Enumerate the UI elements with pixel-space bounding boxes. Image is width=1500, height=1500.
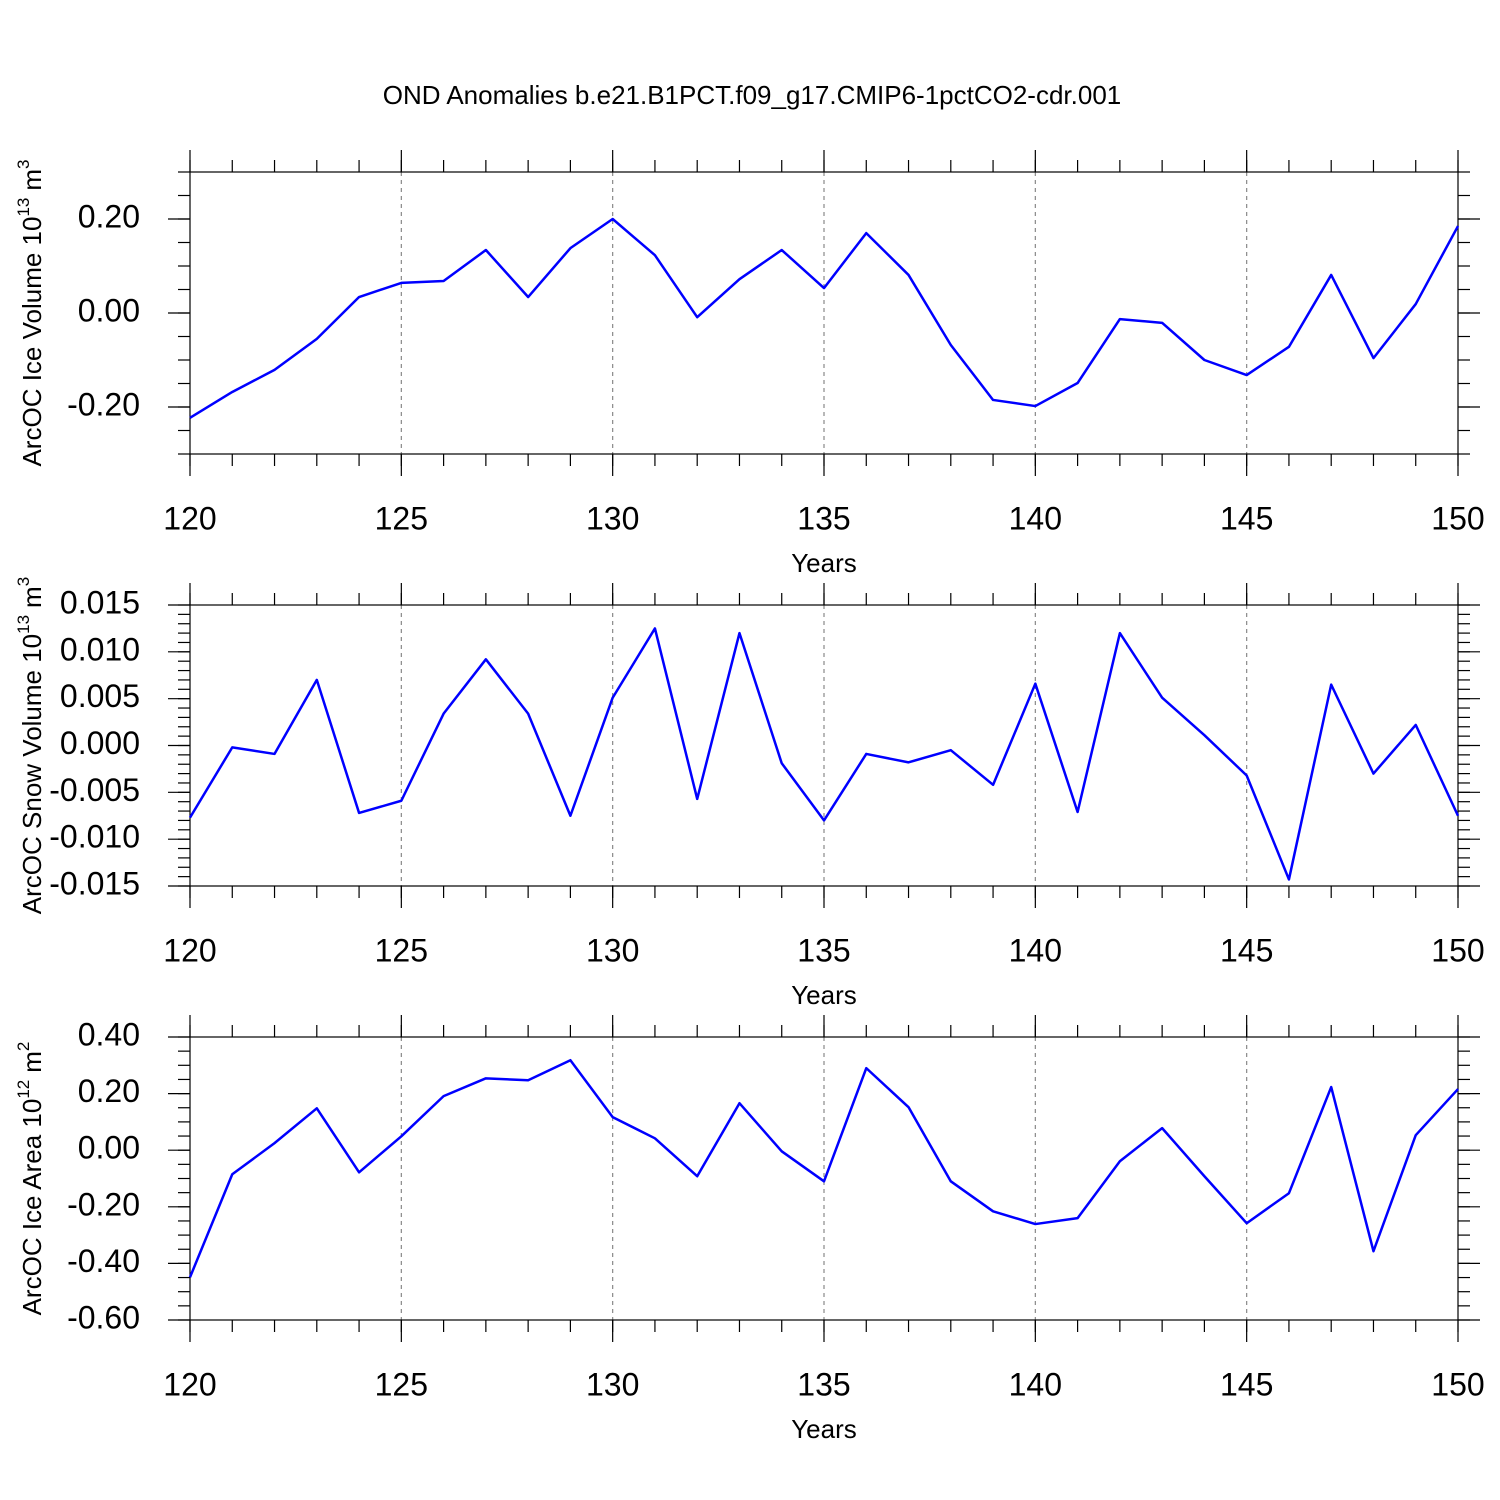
x-tick-label: 145 <box>1220 1366 1273 1402</box>
data-line <box>188 627 1460 881</box>
x-tick-label: 125 <box>375 932 428 968</box>
data-line <box>188 1058 1459 1278</box>
y-tick-label: -0.015 <box>49 865 140 901</box>
x-tick-label: 120 <box>163 500 216 536</box>
x-tick-label: 125 <box>375 500 428 536</box>
y-axis-label-superscript: 13 <box>14 198 33 217</box>
y-tick-label: -0.005 <box>49 772 140 808</box>
y-tick-label: 0.015 <box>60 584 140 620</box>
y-tick-label: -0.20 <box>67 1186 140 1222</box>
x-tick-label: 140 <box>1009 932 1062 968</box>
figure-title: OND Anomalies b.e21.B1PCT.f09_g17.CMIP6-… <box>383 80 1122 110</box>
y-tick-label: -0.20 <box>67 386 140 422</box>
x-tick-label: 135 <box>797 500 850 536</box>
x-tick-label: 125 <box>375 1366 428 1402</box>
x-tick-label: 150 <box>1431 500 1484 536</box>
x-tick-label: 140 <box>1009 1366 1062 1402</box>
y-axis-label-part: ArcOC Ice Area 10 <box>17 1099 47 1316</box>
y-axis-label: ArcOC Ice Area 1012 m2 <box>14 1042 47 1316</box>
x-axis-label: Years <box>791 1414 857 1444</box>
x-tick-label: 140 <box>1009 500 1062 536</box>
x-tick-label: 120 <box>163 932 216 968</box>
x-tick-label: 150 <box>1431 1366 1484 1402</box>
y-axis-label-superscript: 13 <box>14 615 33 634</box>
y-axis-label-part: ArcOC Ice Volume 10 <box>17 217 47 467</box>
x-tick-label: 145 <box>1220 932 1273 968</box>
x-tick-label: 135 <box>797 1366 850 1402</box>
y-tick-label: -0.40 <box>67 1243 140 1279</box>
y-tick-label: -0.010 <box>49 819 140 855</box>
y-tick-label: -0.60 <box>67 1299 140 1335</box>
x-axis-label: Years <box>791 980 857 1010</box>
y-tick-label: 0.005 <box>60 678 140 714</box>
y-axis-label-part: m <box>17 169 47 191</box>
y-tick-label: 0.000 <box>60 725 140 761</box>
y-axis-label-superscript: 2 <box>14 1042 33 1051</box>
y-axis-label-part: m <box>17 586 47 608</box>
y-axis-label-superscript: 3 <box>14 577 33 586</box>
x-tick-label: 150 <box>1431 932 1484 968</box>
y-axis-label-superscript: 12 <box>14 1080 33 1099</box>
y-axis-label: ArcOC Ice Volume 1013 m3 <box>14 159 47 466</box>
data-line <box>189 217 1460 419</box>
x-tick-label: 145 <box>1220 500 1273 536</box>
x-tick-label: 120 <box>163 1366 216 1402</box>
y-tick-label: 0.010 <box>60 631 140 667</box>
x-tick-label: 130 <box>586 500 639 536</box>
y-tick-label: 0.20 <box>78 198 140 234</box>
y-tick-label: 0.00 <box>78 1130 140 1166</box>
y-axis-label-superscript: 3 <box>14 159 33 168</box>
x-tick-label: 130 <box>586 1366 639 1402</box>
y-axis-label-part: m <box>17 1051 47 1073</box>
y-axis-label: ArcOC Snow Volume 1013 m3 <box>14 577 47 914</box>
x-tick-label: 130 <box>586 932 639 968</box>
x-tick-label: 135 <box>797 932 850 968</box>
x-axis-label: Years <box>791 548 857 578</box>
y-axis-label-part: ArcOC Snow Volume 10 <box>17 634 47 914</box>
y-tick-label: 0.20 <box>78 1073 140 1109</box>
y-tick-label: 0.40 <box>78 1016 140 1052</box>
y-tick-label: 0.00 <box>78 292 140 328</box>
